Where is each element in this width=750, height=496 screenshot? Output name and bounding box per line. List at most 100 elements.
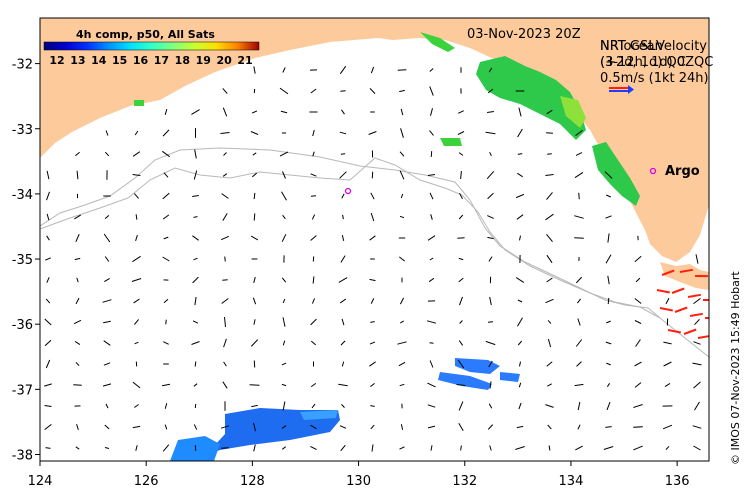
velocity-arrow xyxy=(338,383,348,387)
velocity-arrow xyxy=(103,340,111,346)
radar-vector xyxy=(687,293,701,298)
velocity-arrow xyxy=(341,193,345,199)
velocity-arrow xyxy=(253,444,256,452)
velocity-arrow xyxy=(281,191,287,201)
radar-vector xyxy=(659,307,673,312)
velocity-arrow xyxy=(485,340,496,346)
velocity-arrow xyxy=(429,68,434,72)
velocity-arrow xyxy=(693,297,701,305)
velocity-arrow xyxy=(459,192,463,200)
y-tick-label: -36 xyxy=(12,318,33,333)
velocity-arrow xyxy=(488,67,493,73)
velocity-arrow xyxy=(339,298,347,304)
velocity-arrow xyxy=(161,383,171,387)
velocity-arrow xyxy=(429,342,434,344)
velocity-arrow xyxy=(634,361,642,367)
velocity-arrow xyxy=(693,341,701,345)
colorbar-tick-label: 12 xyxy=(49,54,64,67)
velocity-arrow xyxy=(134,130,139,136)
velocity-arrow xyxy=(104,215,110,219)
velocity-arrow xyxy=(133,298,140,304)
velocity-arrow xyxy=(427,382,436,388)
y-tick-label: -32 xyxy=(12,58,33,73)
velocity-arrow xyxy=(430,108,433,116)
velocity-arrow xyxy=(76,277,79,283)
velocity-arrow xyxy=(399,383,405,387)
velocity-arrow xyxy=(312,276,315,284)
velocity-arrow xyxy=(574,171,584,179)
velocity-arrow xyxy=(694,401,700,411)
velocity-arrow xyxy=(163,341,169,345)
velocity-arrow xyxy=(104,256,110,262)
velocity-arrow xyxy=(692,362,702,366)
velocity-arrow xyxy=(429,130,434,136)
x-tick-label: 136 xyxy=(665,474,690,489)
colorbar-tick-label: 16 xyxy=(133,54,149,67)
velocity-arrow xyxy=(252,297,257,305)
velocity-arrow xyxy=(282,214,286,220)
velocity-arrow xyxy=(457,359,465,369)
velocity-arrow xyxy=(164,108,168,116)
velocity-arrow xyxy=(279,87,289,95)
velocity-arrow xyxy=(75,233,80,243)
velocity-arrow xyxy=(341,109,345,115)
velocity-arrow xyxy=(664,382,671,388)
velocity-arrow xyxy=(430,214,433,220)
velocity-arrow xyxy=(340,255,346,263)
velocity-arrow xyxy=(634,382,642,388)
x-tick-label: 126 xyxy=(134,474,159,489)
plot-frame xyxy=(39,17,710,462)
velocity-arrow xyxy=(282,171,286,179)
velocity-arrow xyxy=(192,276,199,284)
velocity-arrow xyxy=(577,318,581,326)
velocity-arrow xyxy=(249,384,260,386)
velocity-arrow xyxy=(663,361,672,367)
velocity-arrow xyxy=(194,361,197,367)
y-tick-label: -34 xyxy=(12,188,33,203)
velocity-arrow xyxy=(103,233,111,243)
velocity-arrow xyxy=(663,341,672,345)
velocity-arrow xyxy=(546,192,553,200)
velocity-arrow xyxy=(429,257,434,261)
velocity-arrow xyxy=(545,174,554,176)
velocity-arrow xyxy=(398,361,406,367)
velocity-arrow xyxy=(135,214,138,220)
velocity-arrow xyxy=(400,320,404,324)
velocity-arrow xyxy=(164,403,168,409)
velocity-arrow xyxy=(399,446,405,450)
velocity-arrow xyxy=(310,88,317,94)
velocity-arrow xyxy=(604,171,613,179)
sst-patches xyxy=(134,32,640,461)
y-tick-label: -35 xyxy=(12,253,33,268)
legend-qc: (+2d, 1d) QC xyxy=(600,55,686,70)
velocity-arrow xyxy=(488,256,493,262)
velocity-arrow xyxy=(547,338,552,348)
velocity-arrow xyxy=(606,401,611,411)
velocity-arrow xyxy=(132,255,141,263)
velocity-arrow xyxy=(163,172,169,178)
velocity-arrow xyxy=(607,297,610,305)
velocity-arrow xyxy=(370,383,375,387)
velocity-arrow xyxy=(76,170,79,180)
argo-floats: Argo xyxy=(344,164,700,195)
velocity-arrow xyxy=(519,361,521,367)
velocity-arrow xyxy=(429,192,434,200)
velocity-arrow xyxy=(489,445,492,451)
velocity-arrow xyxy=(280,110,288,114)
velocity-arrow xyxy=(519,235,521,241)
velocity-arrow xyxy=(485,131,496,135)
velocity-arrow xyxy=(370,405,375,407)
date-label: 03-Nov-2023 20Z xyxy=(467,27,581,42)
velocity-arrow xyxy=(193,170,198,180)
velocity-arrow xyxy=(251,172,258,178)
velocity-arrow xyxy=(253,213,256,221)
velocity-arrow xyxy=(633,404,643,408)
velocity-arrow xyxy=(458,340,464,346)
velocity-arrow xyxy=(46,170,50,180)
colorbar-tick-label: 13 xyxy=(70,54,85,67)
velocity-arrow xyxy=(487,215,494,219)
velocity-arrow xyxy=(340,444,346,452)
velocity-arrow xyxy=(369,361,376,367)
velocity-arrow xyxy=(517,153,523,155)
velocity-arrow xyxy=(222,213,228,221)
